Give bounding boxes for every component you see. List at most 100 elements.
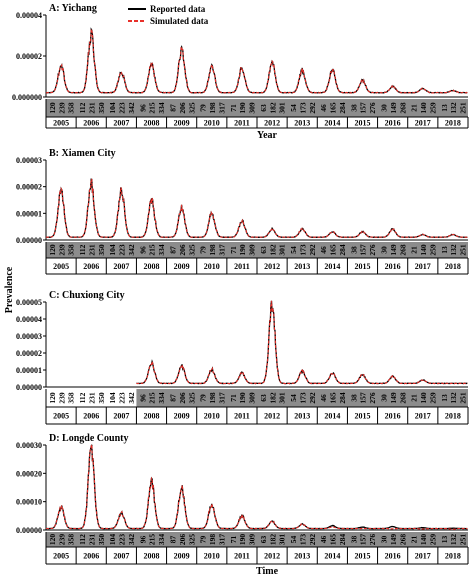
day-tick-label: 38 — [349, 536, 358, 544]
day-tick-label: 149 — [389, 392, 398, 404]
year-tick-label: 2005 — [53, 552, 69, 561]
series-line-simulated — [136, 300, 468, 385]
year-tick-label: 2008 — [144, 119, 160, 128]
year-tick-label: 2006 — [83, 412, 99, 421]
year-tick-label: 2013 — [294, 262, 310, 271]
x-axis-label: Year — [257, 130, 278, 141]
day-tick-label: 259 — [428, 392, 437, 404]
year-tick-label: 2010 — [204, 412, 220, 421]
day-tick-label: 198 — [208, 534, 217, 546]
day-tick-label: 21 — [410, 536, 419, 544]
day-tick-label: 206 — [178, 102, 187, 114]
day-tick-label: 149 — [389, 244, 398, 256]
day-tick-label: 251 — [459, 534, 468, 546]
day-tick-label: 231 — [87, 392, 96, 404]
year-tick-label: 2012 — [264, 119, 280, 128]
day-tick-label: 71 — [229, 536, 238, 544]
y-tick-label: 0.00010 — [16, 498, 42, 507]
day-tick-label: 79 — [199, 246, 208, 254]
day-tick-label: 342 — [127, 244, 136, 256]
day-tick-label: 259 — [428, 534, 437, 546]
day-tick-label: 190 — [238, 534, 247, 546]
day-tick-label: 46 — [319, 536, 328, 544]
day-tick-label: 87 — [168, 104, 177, 112]
day-tick-label: 284 — [338, 392, 347, 404]
year-tick-label: 2017 — [415, 552, 431, 561]
day-tick-label: 63 — [259, 394, 268, 402]
year-tick-label: 2008 — [144, 552, 160, 561]
y-tick-label: 0.00001 — [16, 366, 42, 375]
day-tick-label: 46 — [319, 246, 328, 254]
day-tick-label: 190 — [238, 392, 247, 404]
y-tick-label: 0.00003 — [16, 156, 42, 165]
y-tick-label: 0.00000 — [16, 526, 42, 535]
year-tick-label: 2007 — [113, 412, 129, 421]
year-tick-label: 2014 — [324, 552, 340, 561]
day-tick-label: 358 — [67, 102, 76, 114]
day-tick-label: 30 — [379, 246, 388, 254]
day-tick-label: 79 — [199, 394, 208, 402]
day-tick-label: 21 — [410, 394, 419, 402]
day-tick-label: 358 — [67, 534, 76, 546]
day-tick-label: 231 — [87, 534, 96, 546]
day-tick-label: 190 — [238, 102, 247, 114]
day-tick-label: 54 — [289, 246, 298, 254]
day-tick-label: 87 — [168, 394, 177, 402]
day-tick-label: 215 — [148, 534, 157, 546]
day-tick-label: 157 — [359, 534, 368, 546]
day-tick-label: 284 — [338, 102, 347, 114]
day-tick-label: 132 — [449, 244, 458, 256]
year-tick-label: 2018 — [445, 552, 461, 561]
year-tick-label: 2018 — [445, 119, 461, 128]
year-tick-label: 2011 — [234, 262, 250, 271]
day-tick-label: 104 — [108, 102, 117, 114]
year-tick-label: 2011 — [234, 552, 250, 561]
year-tick-label: 2006 — [83, 262, 99, 271]
y-tick-label: 0.00005 — [16, 298, 42, 307]
day-tick-label: 79 — [199, 536, 208, 544]
series-line-reported — [136, 300, 468, 385]
day-tick-label: 173 — [298, 102, 307, 114]
day-tick-label: 79 — [199, 104, 208, 112]
year-tick-label: 2017 — [415, 412, 431, 421]
day-tick-label: 140 — [419, 102, 428, 114]
day-tick-label: 292 — [308, 392, 317, 404]
day-tick-label: 259 — [428, 102, 437, 114]
day-tick-label: 173 — [298, 244, 307, 256]
day-tick-label: 198 — [208, 392, 217, 404]
day-tick-label: 173 — [298, 534, 307, 546]
y-tick-label: 0.00004 — [16, 315, 42, 324]
day-tick-label: 38 — [349, 104, 358, 112]
day-tick-label: 140 — [419, 534, 428, 546]
day-tick-label: 317 — [217, 244, 226, 256]
day-tick-label: 54 — [289, 536, 298, 544]
day-tick-label: 182 — [268, 534, 277, 546]
day-tick-label: 206 — [178, 392, 187, 404]
day-tick-label: 334 — [157, 244, 166, 256]
year-tick-label: 2006 — [83, 552, 99, 561]
day-tick-label: 215 — [148, 102, 157, 114]
year-tick-label: 2007 — [113, 552, 129, 561]
day-tick-label: 120 — [48, 244, 57, 256]
day-tick-label: 120 — [48, 392, 57, 404]
day-tick-label: 104 — [108, 392, 117, 404]
day-tick-label: 157 — [359, 244, 368, 256]
year-tick-label: 2010 — [204, 552, 220, 561]
day-tick-label: 71 — [229, 104, 238, 112]
day-tick-label: 132 — [449, 534, 458, 546]
year-tick-label: 2008 — [144, 262, 160, 271]
year-tick-label: 2012 — [264, 412, 280, 421]
day-tick-label: 259 — [428, 244, 437, 256]
day-tick-label: 132 — [449, 102, 458, 114]
day-tick-label: 165 — [329, 534, 338, 546]
day-tick-label: 206 — [178, 534, 187, 546]
day-tick-label: 63 — [259, 104, 268, 112]
day-tick-label: 284 — [338, 244, 347, 256]
day-tick-label: 30 — [379, 394, 388, 402]
year-tick-label: 2016 — [385, 119, 401, 128]
day-tick-label: 239 — [57, 102, 66, 114]
day-tick-label: 96 — [138, 394, 147, 402]
day-tick-label: 301 — [278, 534, 287, 546]
day-tick-label: 251 — [459, 102, 468, 114]
